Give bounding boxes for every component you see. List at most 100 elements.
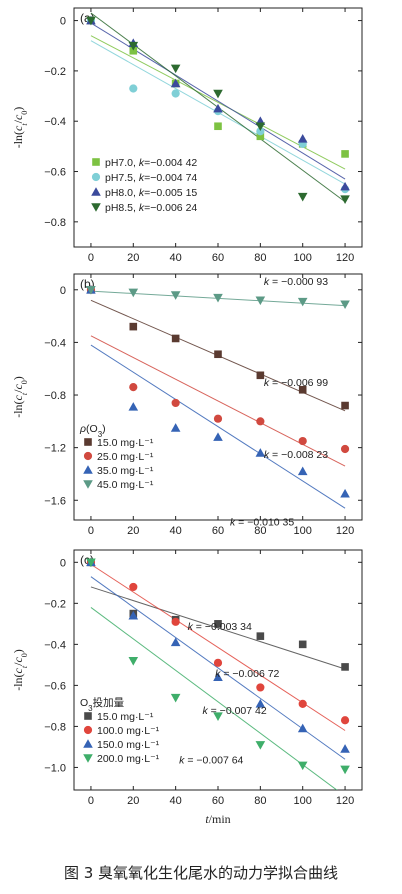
data-point — [213, 432, 223, 441]
data-point — [255, 448, 266, 457]
y-tick-label: −0.8 — [44, 721, 66, 733]
data-point — [170, 637, 181, 647]
x-tick-label: 40 — [170, 795, 182, 807]
data-point — [214, 122, 222, 131]
data-point — [128, 610, 139, 620]
data-point — [128, 288, 139, 298]
legend-item: 150.0 mg·L⁻¹ — [83, 739, 160, 751]
data-point — [340, 181, 350, 191]
panel-a: 0204060801001200−0.2−0.4−0.6−0.8(a)-ln(c… — [11, 7, 363, 264]
data-point — [256, 632, 265, 640]
k-annotation: k = −0.003 34 — [188, 621, 252, 633]
data-point — [129, 582, 138, 592]
data-point — [340, 300, 350, 310]
x-tick-label: 20 — [127, 525, 139, 537]
data-point — [129, 84, 138, 93]
legend-marker — [83, 465, 93, 474]
data-point — [341, 663, 349, 671]
legend-marker — [92, 158, 100, 166]
data-point — [340, 488, 350, 498]
data-point — [298, 385, 307, 394]
x-tick-label: 0 — [88, 525, 94, 537]
data-point — [128, 402, 139, 411]
y-tick-label: −0.8 — [44, 390, 66, 402]
data-point — [213, 89, 223, 99]
legend-label: pH8.0, k=−0.005 15 — [105, 187, 197, 199]
legend-item: 35.0 mg·L⁻¹ — [83, 465, 154, 477]
legend: ρ(O3)15.0 mg·L⁻¹25.0 mg·L⁻¹35.0 mg·L⁻¹45… — [79, 423, 154, 491]
legend-item: pH7.0, k=−0.004 42 — [92, 157, 197, 169]
y-tick-label: −0.6 — [44, 680, 66, 692]
legend-item: pH8.5, k=−0.006 24 — [91, 202, 197, 214]
data-point — [170, 78, 181, 88]
legend-item: 25.0 mg·L⁻¹ — [83, 451, 154, 463]
data-point — [214, 620, 222, 628]
y-tick-label: −0.4 — [44, 639, 66, 651]
legend-label: 35.0 mg·L⁻¹ — [97, 465, 154, 477]
x-tick-label: 0 — [88, 795, 94, 807]
series-4 — [86, 16, 350, 204]
x-tick-label: 40 — [170, 525, 182, 537]
legend-marker — [91, 203, 101, 212]
x-tick-label: 60 — [212, 252, 224, 264]
data-point — [340, 744, 350, 753]
data-point — [255, 122, 266, 132]
data-point — [86, 558, 96, 568]
data-point — [340, 765, 350, 775]
data-point — [213, 414, 223, 423]
data-point — [340, 716, 350, 725]
series-4 — [86, 285, 350, 310]
legend-item: pH7.5, k=−0.004 74 — [91, 172, 197, 184]
data-point — [297, 466, 308, 476]
data-point — [171, 334, 180, 343]
legend-marker — [83, 725, 93, 735]
data-point — [256, 371, 265, 380]
data-point — [128, 41, 139, 51]
data-point — [297, 761, 308, 771]
data-point — [170, 423, 181, 432]
data-point — [171, 398, 180, 408]
data-point — [256, 127, 265, 136]
panel-c: 0204060801001200−0.2−0.4−0.6−0.8−1.0(c)-… — [11, 549, 363, 807]
legend-label: 15.0 mg·L⁻¹ — [97, 437, 154, 449]
y-tick-label: −0.2 — [44, 598, 66, 610]
data-point — [171, 89, 180, 98]
y-axis-title: -ln(ct/c0) — [11, 649, 29, 691]
y-tick-label: 0 — [60, 16, 66, 28]
data-point — [170, 64, 181, 74]
legend-marker — [91, 172, 101, 182]
x-tick-label: 100 — [294, 795, 312, 807]
data-point — [213, 103, 223, 113]
k-annotation: k = −0.006 99 — [264, 377, 328, 389]
legend-label: pH7.0, k=−0.004 42 — [105, 157, 197, 169]
legend-item: 15.0 mg·L⁻¹ — [84, 437, 154, 449]
legend-marker — [83, 754, 93, 763]
x-tick-label: 60 — [212, 795, 224, 807]
legend-item: 200.0 mg·L⁻¹ — [83, 753, 160, 765]
fit-line-1 — [90, 35, 346, 170]
data-point — [340, 444, 350, 454]
y-tick-label: −0.2 — [44, 66, 66, 78]
data-point — [214, 350, 222, 359]
y-tick-label: −0.4 — [44, 337, 66, 349]
data-point — [129, 383, 138, 392]
series-3 — [86, 284, 350, 498]
data-point — [171, 617, 180, 626]
data-point — [341, 150, 349, 158]
figure-caption: 图 3 臭氧氧化生化尾水的动力学拟合曲线 — [63, 864, 339, 882]
fit-line-4 — [90, 607, 338, 790]
legend-label: pH8.5, k=−0.006 24 — [105, 202, 197, 214]
k-annotation: k = −0.000 93 — [264, 276, 328, 288]
data-point — [128, 656, 139, 666]
legend-marker — [83, 480, 93, 489]
data-point — [297, 192, 308, 202]
x-tick-label: 40 — [170, 252, 182, 264]
x-tick-label: 80 — [254, 525, 266, 537]
y-tick-label: 0 — [60, 557, 66, 569]
k-annotation: k = −0.007 42 — [202, 705, 266, 717]
data-point — [170, 291, 181, 300]
data-point — [170, 693, 181, 703]
panel-b: 0 20 40 60 80 100 1200−0.4−0.8−1.2−1.6(b)-ln(c… — [11, 273, 363, 537]
data-point — [213, 293, 223, 303]
data-point — [297, 723, 308, 733]
